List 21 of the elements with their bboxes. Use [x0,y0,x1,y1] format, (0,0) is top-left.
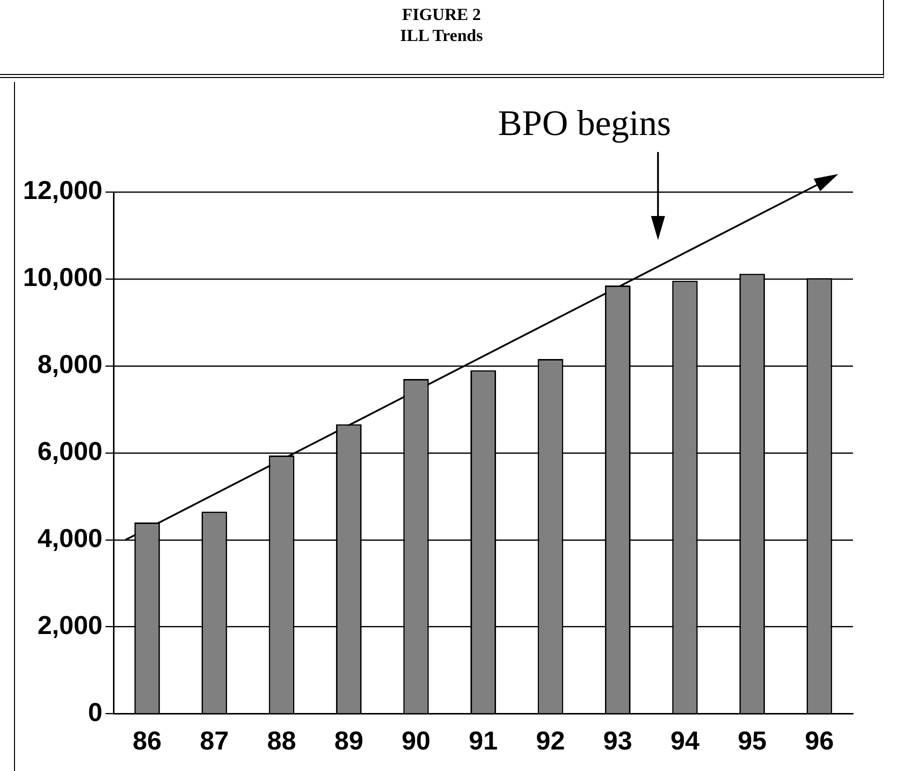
chart-title: FIGURE 2 [401,4,482,25]
x-tick-label: 90 [402,726,430,756]
y-tick-label: 2,000 [37,610,103,640]
chart-subtitle: ILL Trends [399,25,484,46]
x-tick-label: 87 [200,726,229,756]
y-tick-label: 8,000 [37,349,103,380]
x-tick-label: 96 [804,726,834,756]
y-tick-label: 10,000 [22,262,103,292]
y-tick-label: 0 [88,696,103,727]
x-tick-label: 88 [267,726,296,756]
x-tick-label: 92 [536,726,565,756]
x-tick-label: 89 [334,726,364,756]
x-tick-label: 86 [132,726,162,756]
x-tick-label: 91 [468,726,498,756]
y-tick-label: 12,000 [22,175,103,206]
text: BPO begins [498,102,672,144]
x-tick-label: 95 [738,726,767,756]
y-tick-label: 6,000 [37,436,103,466]
x-tick-label: 94 [670,726,700,756]
y-tick-label: 4,000 [37,523,103,554]
x-tick-label: 93 [603,726,632,756]
